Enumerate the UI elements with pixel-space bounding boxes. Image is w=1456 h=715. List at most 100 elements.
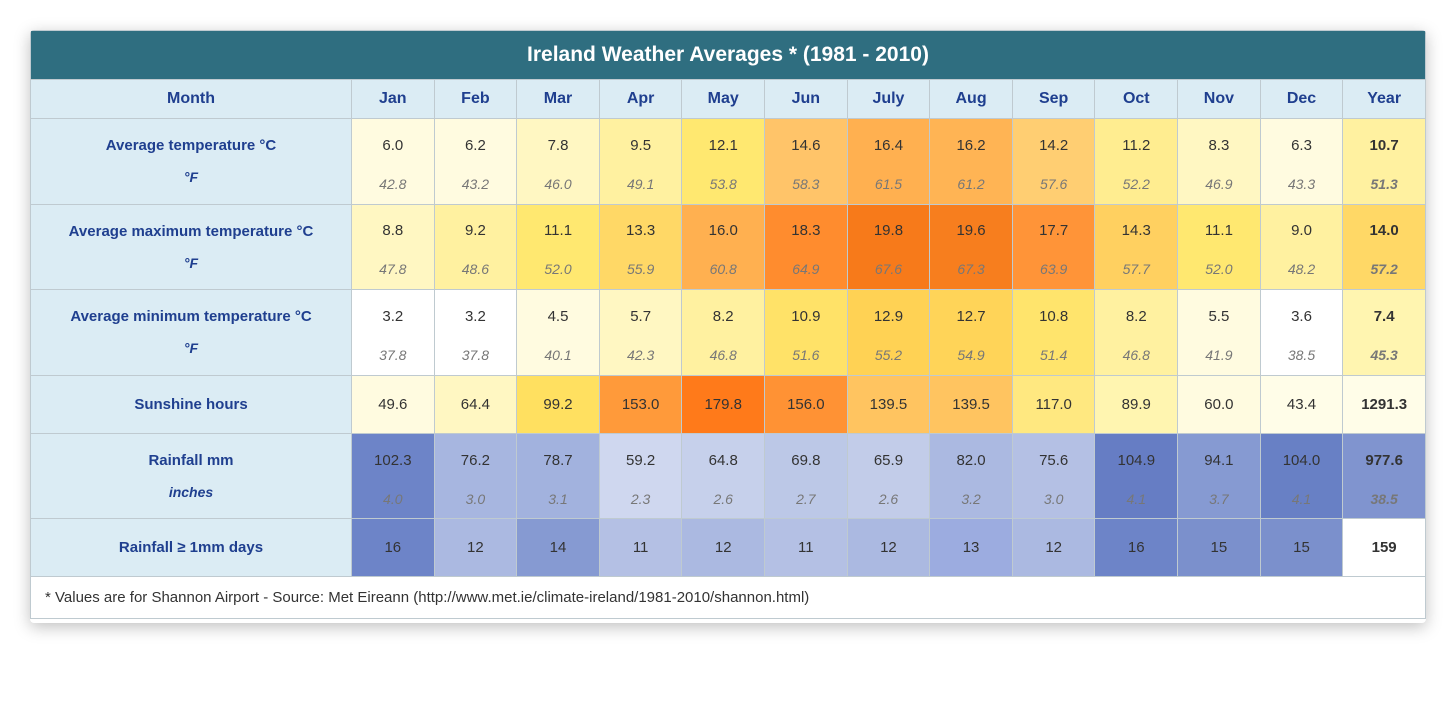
month-header-dec: Dec xyxy=(1260,80,1343,119)
value-primary: 6.2 xyxy=(435,123,517,168)
data-cell: 8.246.8 xyxy=(1095,290,1178,376)
value-secondary: 51.6 xyxy=(765,339,847,371)
value-secondary: 45.3 xyxy=(1343,339,1425,371)
value-primary: 49.6 xyxy=(352,378,434,431)
value-secondary: 53.8 xyxy=(682,168,764,200)
value-secondary: 3.7 xyxy=(1178,483,1260,515)
data-cell: 16.060.8 xyxy=(682,204,765,290)
value-secondary: 58.3 xyxy=(765,168,847,200)
data-cell: 1291.3 xyxy=(1343,375,1426,433)
data-cell: 15 xyxy=(1178,519,1261,577)
value-primary: 156.0 xyxy=(765,378,847,431)
month-header-feb: Feb xyxy=(434,80,517,119)
month-header-mar: Mar xyxy=(517,80,600,119)
value-primary: 14.6 xyxy=(765,123,847,168)
value-primary: 5.5 xyxy=(1178,294,1260,339)
data-cell: 10.751.3 xyxy=(1343,119,1426,205)
value-secondary: 41.9 xyxy=(1178,339,1260,371)
value-primary: 17.7 xyxy=(1013,208,1095,253)
row-label-bot: °F xyxy=(37,333,345,371)
value-primary: 11 xyxy=(765,521,847,574)
value-primary: 69.8 xyxy=(765,438,847,483)
value-secondary: 52.0 xyxy=(517,253,599,285)
data-cell: 7.445.3 xyxy=(1343,290,1426,376)
value-secondary: 52.0 xyxy=(1178,253,1260,285)
data-cell: 6.343.3 xyxy=(1260,119,1343,205)
data-cell: 16.461.5 xyxy=(847,119,930,205)
value-secondary: 52.2 xyxy=(1095,168,1177,200)
table-row: Sunshine hours49.664.499.2153.0179.8156.… xyxy=(31,375,1426,433)
value-primary: 1291.3 xyxy=(1343,378,1425,431)
data-cell: 11.152.0 xyxy=(517,204,600,290)
table-row: Average minimum temperature °C°F3.237.83… xyxy=(31,290,1426,376)
row-label-top: Average maximum temperature °C xyxy=(37,209,345,248)
value-primary: 14.0 xyxy=(1343,208,1425,253)
value-primary: 4.5 xyxy=(517,294,599,339)
data-cell: 3.638.5 xyxy=(1260,290,1343,376)
month-header-oct: Oct xyxy=(1095,80,1178,119)
value-primary: 15 xyxy=(1261,521,1343,574)
value-primary: 14 xyxy=(517,521,599,574)
value-secondary: 55.9 xyxy=(600,253,682,285)
value-primary: 8.2 xyxy=(682,294,764,339)
value-secondary: 51.3 xyxy=(1343,168,1425,200)
value-secondary: 67.6 xyxy=(848,253,930,285)
label-header: Month xyxy=(31,80,352,119)
data-cell: 19.667.3 xyxy=(930,204,1013,290)
data-cell: 156.0 xyxy=(765,375,848,433)
value-secondary: 38.5 xyxy=(1261,339,1343,371)
value-primary: 60.0 xyxy=(1178,378,1260,431)
data-cell: 11 xyxy=(599,519,682,577)
value-secondary: 61.2 xyxy=(930,168,1012,200)
value-primary: 153.0 xyxy=(600,378,682,431)
data-cell: 8.346.9 xyxy=(1178,119,1261,205)
row-label: Sunshine hours xyxy=(31,375,352,433)
value-secondary: 3.0 xyxy=(1013,483,1095,515)
value-secondary: 60.8 xyxy=(682,253,764,285)
value-primary: 19.8 xyxy=(848,208,930,253)
data-cell: 43.4 xyxy=(1260,375,1343,433)
month-header-aug: Aug xyxy=(930,80,1013,119)
data-cell: 76.23.0 xyxy=(434,433,517,519)
data-cell: 94.13.7 xyxy=(1178,433,1261,519)
value-primary: 43.4 xyxy=(1261,378,1343,431)
value-primary: 16 xyxy=(352,521,434,574)
value-primary: 139.5 xyxy=(930,378,1012,431)
month-header-row: MonthJanFebMarAprMayJunJulyAugSepOctNovD… xyxy=(31,80,1426,119)
value-secondary: 40.1 xyxy=(517,339,599,371)
table-body: Average temperature °C°F6.042.86.243.27.… xyxy=(31,119,1426,577)
data-cell: 10.951.6 xyxy=(765,290,848,376)
value-secondary: 4.1 xyxy=(1095,483,1177,515)
data-cell: 12 xyxy=(682,519,765,577)
value-secondary: 67.3 xyxy=(930,253,1012,285)
data-cell: 69.82.7 xyxy=(765,433,848,519)
data-cell: 104.04.1 xyxy=(1260,433,1343,519)
data-cell: 14.257.6 xyxy=(1012,119,1095,205)
value-secondary: 61.5 xyxy=(848,168,930,200)
data-cell: 15 xyxy=(1260,519,1343,577)
value-primary: 6.0 xyxy=(352,123,434,168)
data-cell: 117.0 xyxy=(1012,375,1095,433)
value-secondary: 3.0 xyxy=(435,483,517,515)
value-secondary: 46.8 xyxy=(682,339,764,371)
value-secondary: 2.6 xyxy=(848,483,930,515)
data-cell: 12.955.2 xyxy=(847,290,930,376)
value-secondary: 57.2 xyxy=(1343,253,1425,285)
month-header-may: May xyxy=(682,80,765,119)
value-primary: 7.8 xyxy=(517,123,599,168)
data-cell: 104.94.1 xyxy=(1095,433,1178,519)
value-secondary: 47.8 xyxy=(352,253,434,285)
value-primary: 76.2 xyxy=(435,438,517,483)
data-cell: 10.851.4 xyxy=(1012,290,1095,376)
value-primary: 14.2 xyxy=(1013,123,1095,168)
value-primary: 11 xyxy=(600,521,682,574)
value-primary: 11.1 xyxy=(517,208,599,253)
value-secondary: 55.2 xyxy=(848,339,930,371)
value-primary: 19.6 xyxy=(930,208,1012,253)
value-primary: 15 xyxy=(1178,521,1260,574)
value-secondary: 54.9 xyxy=(930,339,1012,371)
value-primary: 94.1 xyxy=(1178,438,1260,483)
month-header-sep: Sep xyxy=(1012,80,1095,119)
month-header-year: Year xyxy=(1343,80,1426,119)
value-primary: 3.2 xyxy=(352,294,434,339)
